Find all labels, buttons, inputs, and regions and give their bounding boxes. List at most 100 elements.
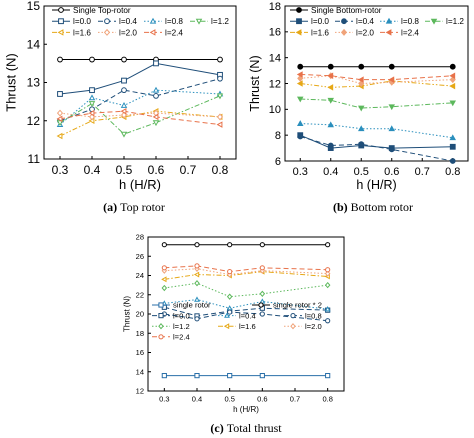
series-l=2.4 — [161, 263, 331, 275]
series-line — [164, 268, 328, 276]
series-line — [300, 75, 453, 85]
data-point — [449, 134, 456, 141]
legend-marker — [340, 28, 348, 36]
data-point — [120, 107, 127, 115]
legend-entry-label: single rotor * 2 — [273, 301, 322, 310]
series-line — [300, 80, 453, 88]
data-point — [259, 290, 266, 297]
legend-marker — [195, 18, 203, 25]
legend-marker — [290, 323, 296, 330]
x-tick-label: 0.8 — [322, 395, 332, 404]
y-tick-label: 22 — [136, 290, 144, 299]
legend-entry-label: l=2.4 — [165, 28, 183, 37]
data-point — [449, 143, 456, 150]
data-point — [161, 373, 167, 379]
series-l=0.8 — [161, 309, 331, 324]
legend-marker — [158, 313, 164, 319]
y-tick-label: 14 — [136, 367, 144, 376]
data-point — [88, 101, 96, 107]
y-tick-label: 14 — [269, 53, 281, 65]
data-point — [449, 82, 456, 90]
data-point — [324, 306, 331, 312]
data-point — [296, 71, 303, 78]
legend-marker — [296, 18, 302, 25]
legend-marker — [103, 28, 111, 36]
data-point — [327, 84, 334, 91]
data-point — [358, 79, 365, 88]
data-point — [226, 305, 233, 311]
legend-marker — [158, 302, 164, 308]
y-tick-label: 12 — [136, 387, 144, 396]
x-tick-label: 0.7 — [415, 166, 430, 178]
y-tick-label: 28 — [136, 233, 144, 242]
data-point — [216, 121, 223, 128]
legend-marker — [341, 18, 347, 25]
data-point — [388, 76, 395, 83]
y-tick-label: 24 — [136, 271, 144, 280]
y-tick-label: 13 — [27, 76, 41, 90]
data-point — [216, 93, 224, 100]
data-point — [327, 97, 334, 104]
data-point — [217, 56, 223, 63]
data-point — [297, 63, 304, 70]
legend-entry-label: l=1.6 — [311, 28, 329, 37]
legend-marker — [223, 323, 230, 330]
data-point — [259, 242, 265, 248]
y-tick-label: 10 — [269, 104, 281, 116]
data-point — [152, 113, 159, 121]
data-point — [325, 242, 331, 248]
data-point — [88, 94, 96, 101]
legend-marker — [296, 7, 302, 13]
data-point — [57, 91, 63, 97]
caption-letter: (c) — [210, 421, 226, 435]
series-l=0.8 — [56, 86, 224, 127]
legend-entry-label: l=1.2 — [446, 17, 464, 26]
legend-marker — [158, 323, 164, 330]
legend-marker — [258, 302, 264, 308]
data-point — [297, 96, 304, 103]
data-point — [388, 125, 395, 132]
x-tick-label: 0.6 — [257, 395, 267, 404]
data-point — [324, 270, 331, 277]
data-point — [449, 63, 456, 70]
x-tick-label: 0.3 — [52, 163, 69, 177]
data-point — [327, 121, 334, 128]
series-line — [300, 98, 453, 109]
series-l=1.6 — [296, 77, 456, 91]
data-point — [327, 72, 334, 79]
chart-caption: (c) Total thrust — [210, 421, 282, 435]
legend-marker — [290, 313, 296, 319]
data-point — [194, 280, 200, 287]
y-tick-label: 16 — [269, 27, 281, 39]
legend-entry-label: l=0.0 — [311, 17, 329, 26]
data-point — [227, 373, 233, 379]
series-l=0.8 — [297, 120, 456, 141]
legend-marker — [295, 29, 302, 36]
data-point — [89, 87, 95, 94]
data-point — [297, 120, 304, 126]
data-point — [357, 76, 364, 83]
data-point — [449, 72, 456, 79]
chart-caption: (a) Top rotor — [103, 200, 165, 214]
chart-top: 11 12 13 14 15 0.3 0.4 0.5 0.6 0.7 0.8 h (H/R) Thrus… — [4, 0, 237, 214]
data-point — [56, 132, 63, 140]
y-tick-label: 6 — [275, 156, 281, 168]
x-tick-label: 0.3 — [159, 395, 169, 404]
series-l=1.6 — [161, 268, 330, 283]
data-point — [152, 120, 160, 127]
caption-letter: (b) — [333, 200, 351, 214]
legend-entry-label: Single Bottom-rotor — [311, 6, 382, 15]
chart-caption: (b) Bottom rotor — [333, 200, 413, 214]
series-Single Bottom-rotor — [297, 63, 456, 70]
legend-entry-label: l=0.8 — [165, 17, 183, 26]
legend: Single Bottom-rotor l=0.0 l=0.4 l=0.8 l=1.2 l… — [290, 6, 464, 37]
series-single rotor — [161, 373, 331, 379]
series-l=2.0 — [161, 265, 331, 278]
data-point — [324, 281, 331, 289]
y-tick-label: 12 — [27, 114, 41, 128]
data-point — [153, 60, 159, 67]
series-line — [59, 62, 221, 95]
data-point — [259, 373, 265, 379]
series-l=1.6 — [56, 107, 223, 140]
legend-entry-label: l=0.8 — [401, 17, 419, 26]
